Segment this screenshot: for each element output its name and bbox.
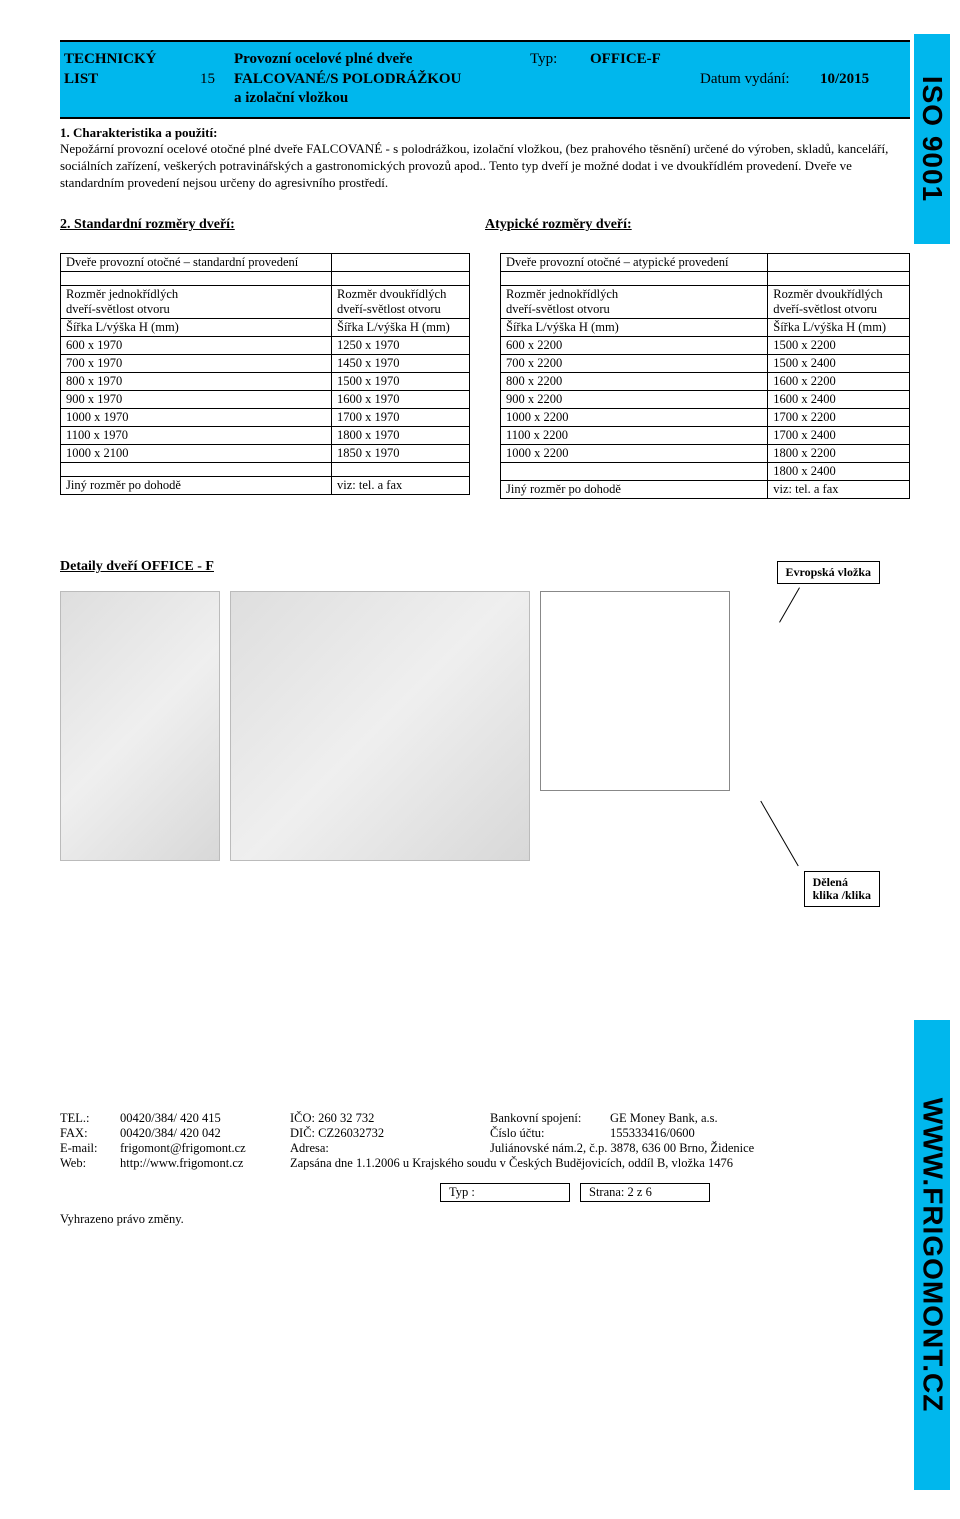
char-title: 1. Charakteristika a použití: (60, 125, 217, 140)
header-mid-line1: Provozní ocelové plné dveře (234, 50, 530, 70)
reserved-note: Vyhrazeno právo změny. (60, 1212, 910, 1227)
header-typ-label: Typ: (530, 50, 590, 70)
section-atyp-title: Atypické rozměry dveří: (485, 217, 632, 232)
table-standard: Dveře provozní otočné – standardní prove… (60, 253, 470, 499)
header-number: 15 (200, 70, 234, 90)
www-sidebar: WWW.FRIGOMONT.CZ (914, 1020, 950, 1490)
table-atypical: Dveře provozní otočné – atypické provede… (500, 253, 910, 499)
typ-box: Typ : (440, 1183, 570, 1202)
image-lock-diagram (540, 591, 730, 791)
strana-box: Strana: 2 z 6 (580, 1183, 710, 1202)
www-text: WWW.FRIGOMONT.CZ (916, 1098, 948, 1413)
char-body: Nepožární provozní ocelové otočné plné d… (60, 141, 888, 190)
header-mid-line3: a izolační vložkou (234, 89, 530, 109)
image-hinge (60, 591, 220, 861)
iso-9001-sidebar: ISO 9001 (914, 34, 950, 244)
callout-line-delena (760, 801, 798, 866)
table-std-caption: Dveře provozní otočné – standardní prove… (61, 254, 332, 272)
header-mid-line2: FALCOVANÉ/S POLODRÁŽKOU (234, 70, 530, 90)
typ-strana-row: Typ : Strana: 2 z 6 (440, 1183, 910, 1202)
image-handle-lock (230, 591, 530, 861)
header-date-label: Datum vydání: (700, 70, 820, 90)
footer: TEL.: 00420/384/ 420 415 IČO: 260 32 732… (60, 1111, 910, 1227)
header-typ-value: OFFICE-F (590, 50, 700, 70)
callout-delena: Dělená klika /klika (804, 871, 880, 907)
section-std-title: 2. Standardní rozměry dveří: (60, 217, 235, 232)
callout-line-evropska (779, 587, 800, 622)
header-title-line2: LIST (64, 70, 196, 90)
callout-evropska: Evropská vložka (777, 561, 880, 584)
document-header: TECHNICKÝ LIST 15 Provozní ocelové plné … (60, 40, 910, 119)
iso-9001-text: ISO 9001 (916, 76, 948, 202)
header-title-line1: TECHNICKÝ (64, 50, 196, 70)
header-date-value: 10/2015 (820, 70, 910, 90)
detail-images: Evropská vložka Dělená klika /klika (60, 591, 910, 861)
table-atyp-caption: Dveře provozní otočné – atypické provede… (501, 254, 768, 272)
